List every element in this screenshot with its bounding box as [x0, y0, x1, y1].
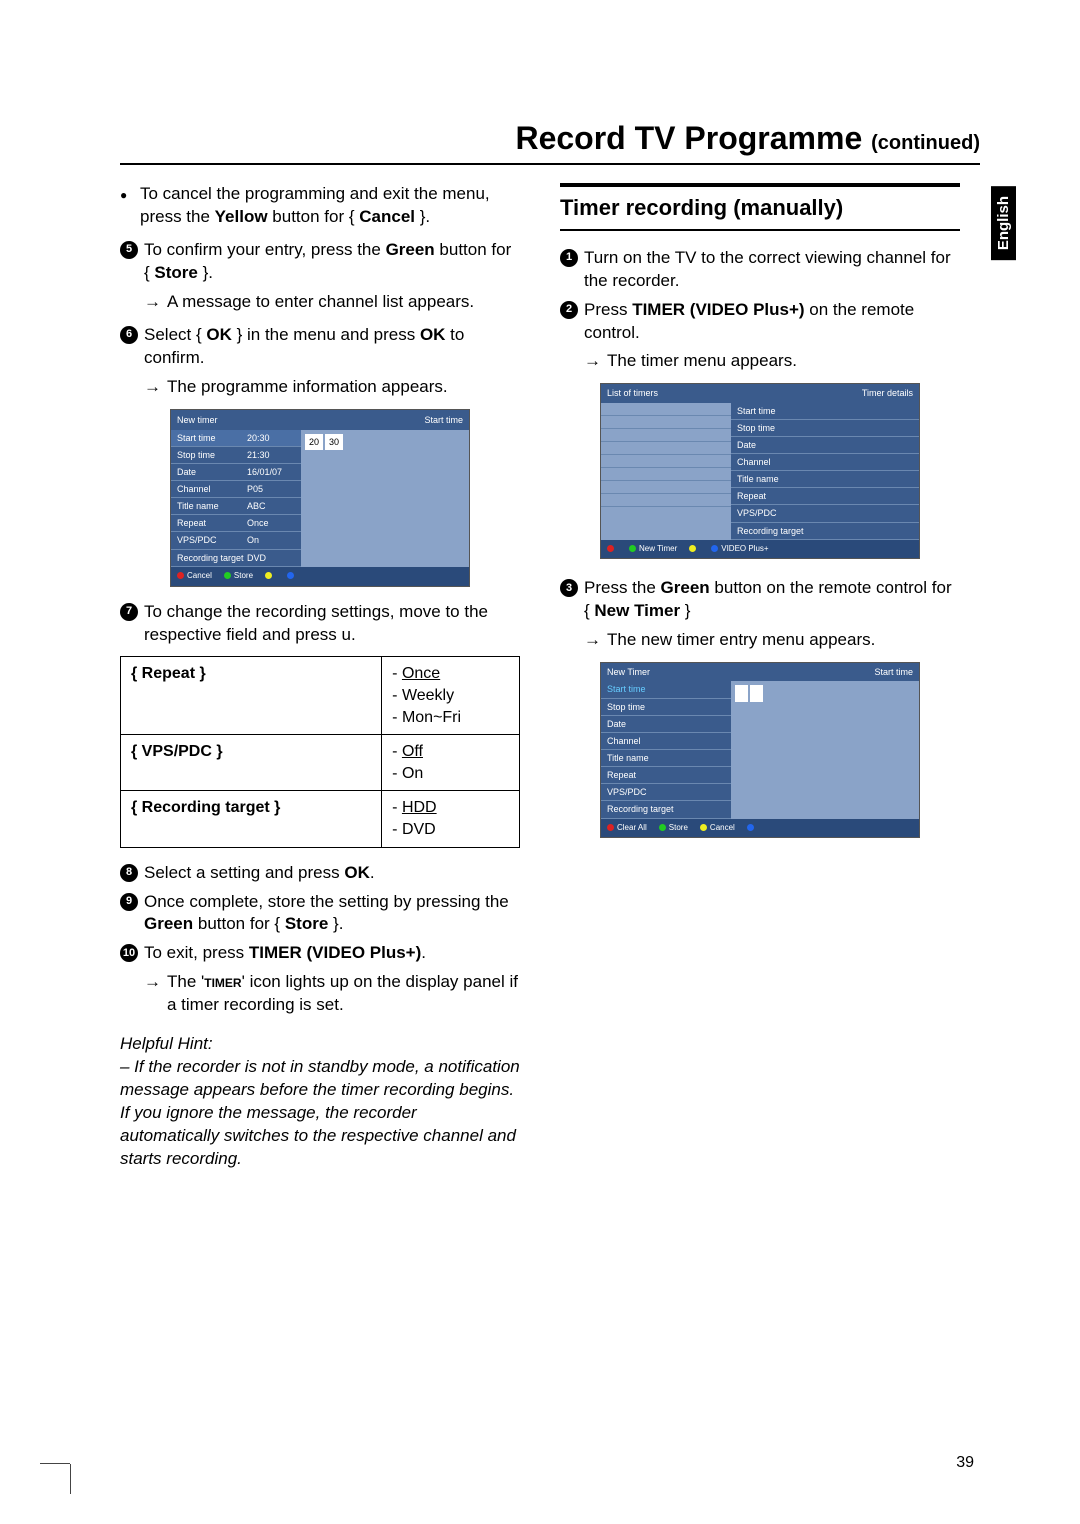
- text: }.: [415, 207, 430, 226]
- table-row: { VPS/PDC } - Off- On: [121, 735, 520, 791]
- recording-target-options: - HDD- DVD: [382, 791, 520, 847]
- timer-button-label: TIMER (VIDEO Plus+): [632, 300, 804, 319]
- text: }.: [198, 263, 213, 282]
- right-column: Timer recording (manually) 1 Turn on the…: [560, 183, 960, 1171]
- ui-header-right: Timer details: [862, 387, 913, 399]
- text: To confirm your entry, press the: [144, 240, 386, 259]
- text: To change the recording settings, move t…: [144, 601, 520, 647]
- text: } in the menu and press: [232, 325, 420, 344]
- step-2-result: The timer menu appears.: [560, 350, 960, 373]
- new-timer-label: New Timer: [594, 601, 680, 620]
- text: Once complete, store the setting by pres…: [144, 892, 509, 911]
- text: Turn on the TV to the correct viewing ch…: [584, 247, 960, 293]
- text: }: [680, 601, 690, 620]
- timer-icon-label: TIMER: [204, 976, 241, 990]
- cancel-label: Cancel: [359, 207, 415, 226]
- timer-button-label: TIMER (VIDEO Plus+): [249, 943, 421, 962]
- vpspdc-options: - Off- On: [382, 735, 520, 791]
- new-timer-screenshot: New timer Start time Start time20:30Stop…: [170, 409, 470, 587]
- text: Press the: [584, 578, 661, 597]
- green-label: Green: [144, 914, 193, 933]
- left-column: To cancel the programming and exit the m…: [120, 183, 520, 1171]
- step-number-icon: 7: [120, 603, 138, 621]
- ui-header-right: Start time: [424, 414, 463, 426]
- text: }.: [328, 914, 343, 933]
- step-number-icon: 5: [120, 241, 138, 259]
- hint-title: Helpful Hint:: [120, 1033, 520, 1056]
- time-mm: 30: [325, 434, 343, 450]
- page-number: 39: [956, 1454, 974, 1472]
- step-8: 8 Select a setting and press OK.: [120, 862, 520, 885]
- ok-label: OK: [344, 863, 370, 882]
- step-number-icon: 2: [560, 301, 578, 319]
- text: .: [370, 863, 375, 882]
- step-2: 2 Press TIMER (VIDEO Plus+) on the remot…: [560, 299, 960, 345]
- text: .: [421, 943, 426, 962]
- crop-mark-icon: [70, 1464, 71, 1494]
- text: The timer menu appears.: [607, 350, 797, 373]
- text: The new timer entry menu appears.: [607, 629, 875, 652]
- time-hh: 20: [305, 434, 323, 450]
- text: Select {: [144, 325, 206, 344]
- store-label: Store: [285, 914, 328, 933]
- crop-mark-icon: [40, 1463, 70, 1464]
- step-number-icon: 6: [120, 326, 138, 344]
- step-6: 6 Select { OK } in the menu and press OK…: [120, 324, 520, 370]
- recording-target-label: { Recording target }: [121, 791, 382, 847]
- repeat-options: - Once- Weekly- Mon~Fri: [382, 657, 520, 735]
- page-title: Record TV Programme (continued): [120, 120, 980, 165]
- ui-header-left: New Timer: [607, 666, 650, 678]
- title-continued: (continued): [871, 132, 980, 154]
- ui-header-left: List of timers: [607, 387, 658, 399]
- ui-header-right: Start time: [874, 666, 913, 678]
- text: Press: [584, 300, 632, 319]
- list-of-timers-screenshot: List of timers Timer details Start timeS…: [600, 383, 920, 559]
- new-timer-entry-screenshot: New Timer Start time Start timeStop time…: [600, 662, 920, 838]
- text: Select a setting and press: [144, 863, 344, 882]
- text: The programme information appears.: [167, 376, 448, 399]
- language-tab: English: [991, 186, 1016, 260]
- step-9: 9 Once complete, store the setting by pr…: [120, 891, 520, 937]
- step-number-icon: 8: [120, 864, 138, 882]
- text: button for {: [268, 207, 360, 226]
- table-row: { Recording target } - HDD- DVD: [121, 791, 520, 847]
- cancel-instruction: To cancel the programming and exit the m…: [120, 183, 520, 229]
- bullet-icon: [120, 183, 140, 229]
- step-number-icon: 10: [120, 944, 138, 962]
- section-heading: Timer recording (manually): [560, 183, 960, 231]
- step-5: 5 To confirm your entry, press the Green…: [120, 239, 520, 285]
- ui-header-left: New timer: [177, 414, 218, 426]
- text: To exit, press: [144, 943, 249, 962]
- step-10-result: The 'TIMER' icon lights up on the displa…: [120, 971, 520, 1017]
- green-label: Green: [661, 578, 710, 597]
- step-number-icon: 3: [560, 579, 578, 597]
- repeat-label: { Repeat }: [121, 657, 382, 735]
- step-10: 10 To exit, press TIMER (VIDEO Plus+).: [120, 942, 520, 965]
- step-3-result: The new timer entry menu appears.: [560, 629, 960, 652]
- ok-label: OK: [206, 325, 232, 344]
- ok-label: OK: [420, 325, 446, 344]
- table-row: { Repeat } - Once- Weekly- Mon~Fri: [121, 657, 520, 735]
- text: button for {: [193, 914, 285, 933]
- title-main: Record TV Programme: [515, 120, 862, 156]
- step-number-icon: 9: [120, 893, 138, 911]
- yellow-label: Yellow: [215, 207, 268, 226]
- hint-body: – If the recorder is not in standby mode…: [120, 1056, 520, 1171]
- helpful-hint: Helpful Hint: – If the recorder is not i…: [120, 1033, 520, 1171]
- settings-table: { Repeat } - Once- Weekly- Mon~Fri { VPS…: [120, 656, 520, 847]
- step-6-result: The programme information appears.: [120, 376, 520, 399]
- step-number-icon: 1: [560, 249, 578, 267]
- step-7: 7 To change the recording settings, move…: [120, 601, 520, 647]
- text: The ': [167, 972, 204, 991]
- vpspdc-label: { VPS/PDC }: [121, 735, 382, 791]
- store-label: Store: [154, 263, 197, 282]
- step-1: 1 Turn on the TV to the correct viewing …: [560, 247, 960, 293]
- step-5-result: A message to enter channel list appears.: [120, 291, 520, 314]
- step-3: 3 Press the Green button on the remote c…: [560, 577, 960, 623]
- text: A message to enter channel list appears.: [167, 291, 474, 314]
- green-label: Green: [386, 240, 435, 259]
